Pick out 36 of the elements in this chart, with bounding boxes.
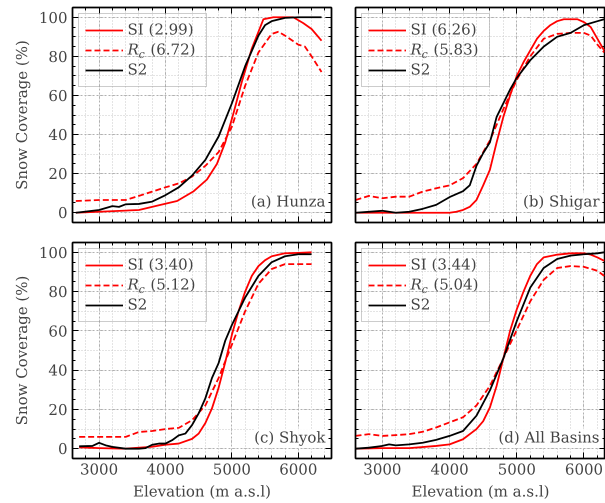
- y-tick-label: 100: [38, 244, 68, 262]
- y-tick-label: 80: [48, 48, 68, 66]
- legend-label: S2: [128, 296, 148, 314]
- x-tick-label: 5000: [212, 460, 251, 478]
- y-tick-label: 100: [38, 8, 68, 27]
- y-tick-label: 40: [48, 126, 68, 144]
- x-axis-title: Elevation (m a.s.l): [412, 482, 550, 500]
- x-axis-title: Elevation (m a.s.l): [133, 482, 271, 500]
- x-tick-label: 4000: [430, 460, 469, 478]
- x-tick-label: 6000: [564, 460, 604, 478]
- y-axis-title: Snow Coverage (%): [12, 276, 31, 426]
- legend-label: SI (3.40): [128, 256, 194, 274]
- annotation: (a) Hunza: [250, 192, 326, 210]
- annotation: (c) Shyok: [254, 428, 326, 446]
- x-tick-label: 4000: [146, 460, 185, 478]
- y-tick-label: 0: [58, 204, 68, 222]
- legend-label: SI (2.99): [128, 20, 194, 38]
- y-tick-label: 60: [48, 86, 68, 105]
- y-tick-label: 20: [48, 400, 68, 419]
- y-tick-label: 0: [58, 440, 68, 458]
- legend-label: SI (3.44): [410, 256, 477, 274]
- x-tick-label: 3000: [363, 460, 402, 478]
- annotation: (d) All Basins: [498, 428, 600, 446]
- y-tick-label: 40: [48, 362, 68, 380]
- y-tick-label: 20: [48, 165, 68, 184]
- y-axis-title: Snow Coverage (%): [12, 40, 31, 190]
- x-tick-label: 3000: [80, 460, 118, 478]
- x-tick-label: 6000: [279, 460, 318, 478]
- x-tick-label: 5000: [498, 460, 536, 478]
- legend-label: S2: [410, 296, 430, 314]
- legend-label: S2: [128, 60, 148, 78]
- legend-label: SI (6.26): [410, 20, 477, 38]
- y-tick-label: 60: [48, 322, 68, 340]
- annotation: (b) Shigar: [522, 192, 600, 210]
- legend-label: S2: [410, 60, 430, 78]
- y-tick-label: 80: [48, 283, 68, 302]
